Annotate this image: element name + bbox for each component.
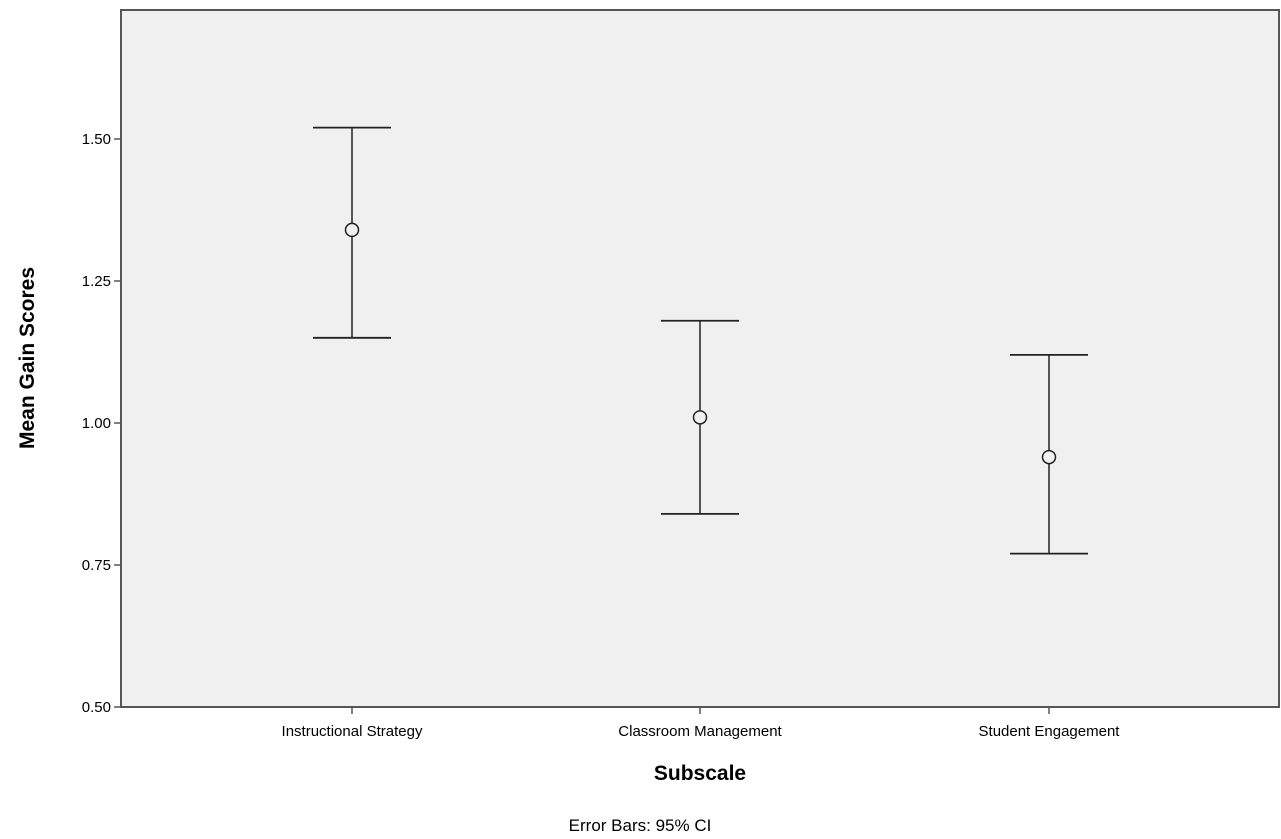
x-axis: Instructional Strategy Classroom Manageme… xyxy=(282,707,1121,740)
y-axis-title: Mean Gain Scores xyxy=(16,267,39,449)
y-tick-label: 1.50 xyxy=(82,131,111,148)
error-bars xyxy=(313,126,1088,555)
y-tick-label: 0.75 xyxy=(82,557,111,574)
mean-point xyxy=(1041,449,1057,465)
footnote: Error Bars: 95% CI xyxy=(569,816,712,834)
y-tick-label: 1.00 xyxy=(82,415,111,432)
x-tick-label: Classroom Management xyxy=(618,723,782,740)
x-axis-title: Subscale xyxy=(654,762,746,785)
y-tick-label: 1.25 xyxy=(82,273,111,290)
x-tick-label: Student Engagement xyxy=(979,723,1121,740)
y-axis: 0.50 0.75 1.00 1.25 1.50 xyxy=(82,131,121,716)
y-tick-label: 0.50 xyxy=(82,699,111,716)
mean-point xyxy=(692,410,708,425)
mean-point xyxy=(344,222,360,238)
x-tick-label: Instructional Strategy xyxy=(282,723,423,740)
